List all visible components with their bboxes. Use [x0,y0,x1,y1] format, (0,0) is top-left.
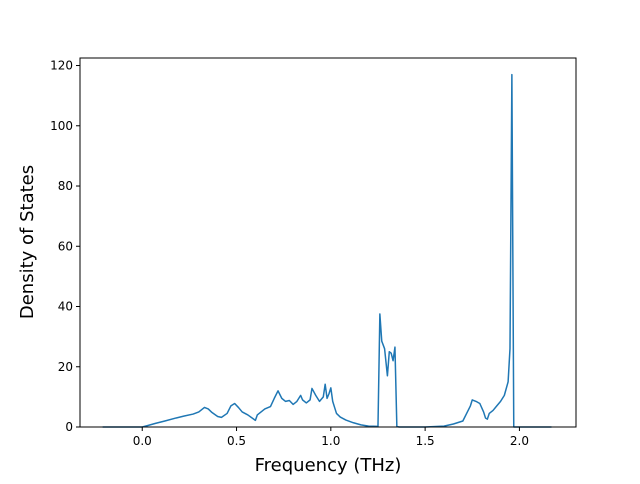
y-axis-label: Density of States [17,165,38,319]
y-tick-label: 40 [58,300,73,314]
series-line [102,73,552,428]
x-tick-label: 1.5 [416,434,435,448]
axes-frame [79,57,577,428]
x-tick-label: 0.5 [227,434,246,448]
y-tick-label: 100 [50,119,73,133]
axes: 0.0 0.5 1.0 1.5 2.0 0 20 40 60 80 100 120 [50,57,577,448]
plot-area [102,73,552,428]
y-tick-label: 120 [50,59,73,73]
x-tick-label: 1.0 [321,434,340,448]
y-tick-label: 0 [65,420,73,434]
x-tick-label: 0.0 [133,434,152,448]
y-tick-label: 60 [58,239,73,253]
x-axis-label: Frequency (THz) [255,455,402,476]
x-tick-label: 2.0 [510,434,529,448]
y-tick-label: 20 [58,360,73,374]
y-tick-label: 80 [58,179,73,193]
